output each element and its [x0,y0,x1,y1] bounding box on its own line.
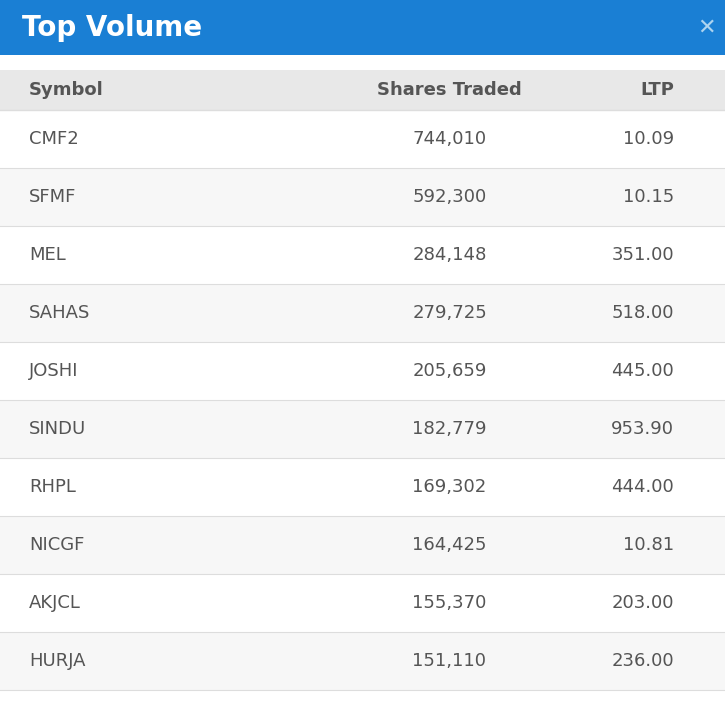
Text: 164,425: 164,425 [413,536,486,554]
Text: 445.00: 445.00 [611,362,674,380]
FancyBboxPatch shape [0,400,725,458]
Text: RHPL: RHPL [29,478,76,496]
Text: 205,659: 205,659 [413,362,486,380]
Text: Symbol: Symbol [29,81,104,99]
Text: 169,302: 169,302 [413,478,486,496]
Text: 953.90: 953.90 [611,420,674,438]
FancyBboxPatch shape [0,55,725,70]
Text: 10.81: 10.81 [623,536,674,554]
Text: 182,779: 182,779 [413,420,486,438]
Text: ✕: ✕ [697,17,716,38]
Text: 10.09: 10.09 [623,130,674,148]
Text: 10.15: 10.15 [623,188,674,206]
Text: SFMF: SFMF [29,188,76,206]
Text: 592,300: 592,300 [413,188,486,206]
FancyBboxPatch shape [0,0,725,55]
Text: SINDU: SINDU [29,420,86,438]
Text: HURJA: HURJA [29,652,86,670]
Text: 444.00: 444.00 [611,478,674,496]
Text: NICGF: NICGF [29,536,84,554]
FancyBboxPatch shape [0,342,725,400]
FancyBboxPatch shape [0,632,725,690]
Text: 203.00: 203.00 [612,594,674,612]
FancyBboxPatch shape [0,458,725,516]
Text: JOSHI: JOSHI [29,362,78,380]
FancyBboxPatch shape [0,574,725,632]
FancyBboxPatch shape [0,284,725,342]
Text: 351.00: 351.00 [612,246,674,264]
FancyBboxPatch shape [0,516,725,574]
FancyBboxPatch shape [0,168,725,226]
FancyBboxPatch shape [0,70,725,110]
Text: SAHAS: SAHAS [29,304,91,322]
Text: AKJCL: AKJCL [29,594,81,612]
Text: LTP: LTP [640,81,674,99]
Text: Top Volume: Top Volume [22,14,202,41]
Text: 236.00: 236.00 [612,652,674,670]
FancyBboxPatch shape [0,226,725,284]
Text: MEL: MEL [29,246,66,264]
Text: 284,148: 284,148 [413,246,486,264]
Text: 744,010: 744,010 [413,130,486,148]
Text: CMF2: CMF2 [29,130,79,148]
Text: Shares Traded: Shares Traded [377,81,522,99]
Text: 279,725: 279,725 [412,304,487,322]
Text: 155,370: 155,370 [413,594,486,612]
Text: 518.00: 518.00 [612,304,674,322]
Text: 151,110: 151,110 [413,652,486,670]
FancyBboxPatch shape [0,110,725,168]
